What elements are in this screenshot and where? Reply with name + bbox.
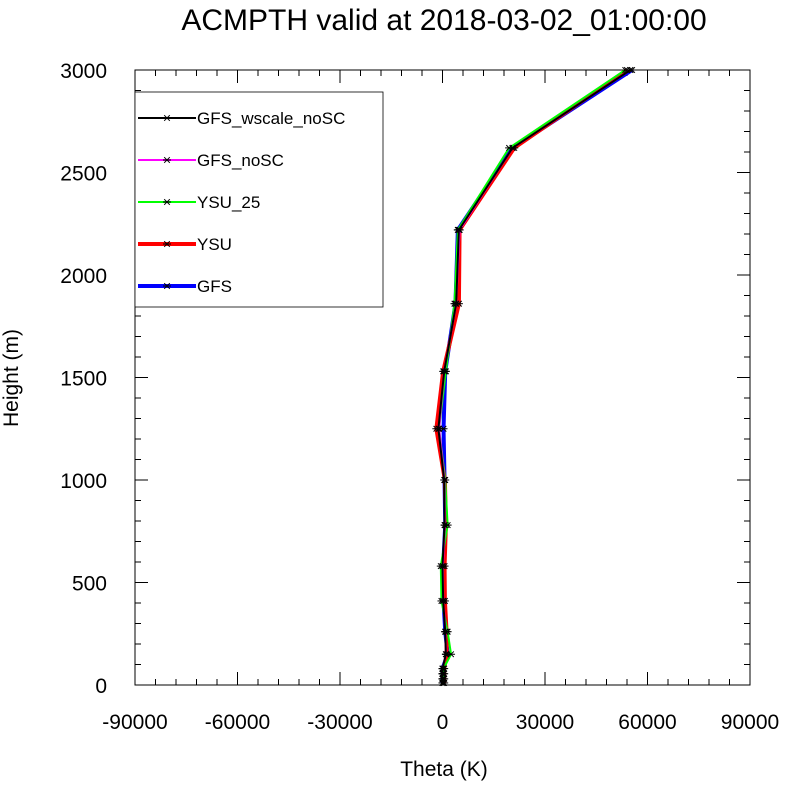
marker-stroke xyxy=(453,300,460,307)
x-tick-label: -90000 xyxy=(102,711,167,734)
data-point xyxy=(440,368,449,375)
x-tick-label: -30000 xyxy=(307,711,372,734)
legend-item: GFS_wscale_noSC xyxy=(138,109,345,128)
marker-stroke xyxy=(163,282,171,290)
data-point xyxy=(454,226,463,234)
data-point xyxy=(438,675,447,683)
data-point xyxy=(441,628,450,635)
y-tick-label: 1000 xyxy=(60,470,107,493)
x-tick-label: -60000 xyxy=(205,711,270,734)
legend: GFS_wscale_noSC GFS_noSC YSU_25 YSU GFS xyxy=(134,91,384,308)
marker-stroke xyxy=(163,198,171,206)
series-line xyxy=(438,69,631,683)
legend-item: YSU xyxy=(138,235,232,254)
legend-item: YSU_25 xyxy=(138,193,260,212)
plot-frame xyxy=(134,69,751,686)
axis-ticks: -90000 -60000 -30000 0 30000 60000 90000 0 500 10… xyxy=(60,60,779,734)
series-GFS_noSC xyxy=(435,66,635,687)
data-point xyxy=(438,665,447,672)
x-tick-label: 90000 xyxy=(721,711,779,734)
legend-marker xyxy=(163,240,171,248)
y-tick-label: 3000 xyxy=(60,60,107,83)
legend-marker xyxy=(163,114,171,122)
marker-stroke xyxy=(440,597,447,605)
marker-stroke xyxy=(441,521,448,529)
data-point xyxy=(440,521,449,529)
y-tick-label: 1500 xyxy=(60,368,107,391)
marker-stroke xyxy=(447,651,455,658)
series-layer xyxy=(432,66,637,687)
data-point xyxy=(438,562,447,570)
marker-stroke xyxy=(439,670,446,677)
series-GFS xyxy=(438,66,637,687)
legend-marker xyxy=(163,282,171,290)
y-tick-label: 2000 xyxy=(60,265,107,288)
marker-stroke xyxy=(441,476,448,484)
series-line xyxy=(438,69,626,683)
legend-box xyxy=(134,91,384,308)
series-YSU xyxy=(432,66,631,687)
y-tick-label: 0 xyxy=(95,675,107,698)
legend-label: YSU xyxy=(197,235,232,254)
marker-stroke xyxy=(441,368,448,375)
legend-marker xyxy=(163,198,171,206)
legend-label: GFS_noSC xyxy=(197,151,284,170)
legend-marker xyxy=(163,156,171,164)
data-point xyxy=(439,597,448,605)
series-line xyxy=(440,68,634,683)
data-point xyxy=(452,300,461,307)
x-axis-label: Theta (K) xyxy=(400,758,488,781)
data-point xyxy=(438,670,447,677)
data-point xyxy=(434,425,443,432)
marker-stroke xyxy=(440,425,447,432)
y-tick-label: 2500 xyxy=(60,163,107,186)
marker-stroke xyxy=(439,562,446,570)
x-tick-label: 60000 xyxy=(618,711,676,734)
marker-stroke xyxy=(442,651,450,658)
legend-item: GFS_noSC xyxy=(138,151,284,170)
data-point xyxy=(440,476,449,484)
data-point xyxy=(441,651,450,658)
marker-stroke xyxy=(435,425,442,432)
marker-stroke xyxy=(163,114,171,122)
marker-stroke xyxy=(455,226,463,234)
x-tick-label: 30000 xyxy=(516,711,574,734)
legend-label: YSU_25 xyxy=(197,193,260,212)
series-YSU_25 xyxy=(435,66,630,687)
marker-stroke xyxy=(442,628,449,635)
x-tick-label: 0 xyxy=(437,711,449,734)
series-GFS_wscale_noSC xyxy=(434,66,635,687)
marker-stroke xyxy=(509,144,516,152)
marker-stroke xyxy=(439,675,446,683)
legend-item: GFS xyxy=(138,277,232,296)
y-axis-label: Height (m) xyxy=(0,329,23,427)
series-line xyxy=(434,68,629,683)
marker-stroke xyxy=(163,240,171,248)
y-tick-label: 500 xyxy=(72,573,107,596)
chart-title: ACMPTH valid at 2018-03-02_01:00:00 xyxy=(181,4,706,37)
marker-stroke xyxy=(439,665,446,672)
series-line xyxy=(437,69,631,683)
legend-label: GFS_wscale_noSC xyxy=(197,109,345,128)
data-point xyxy=(508,144,517,152)
legend-label: GFS xyxy=(197,277,232,296)
marker-stroke xyxy=(163,156,171,164)
